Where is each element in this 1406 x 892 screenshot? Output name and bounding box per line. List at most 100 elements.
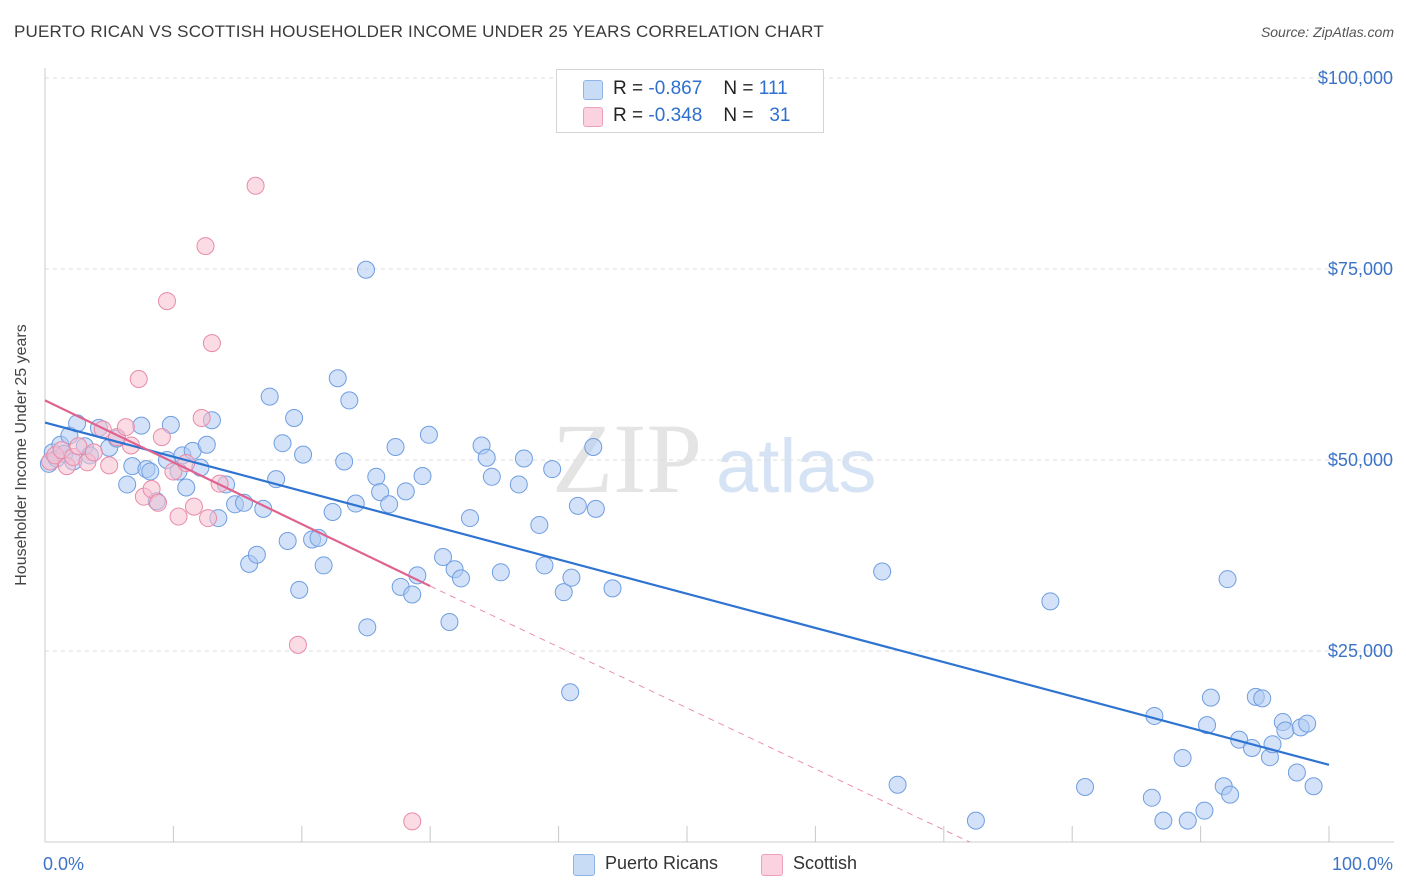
data-point-puerto-ricans [278, 531, 297, 550]
data-point-scottish [199, 509, 218, 528]
y-tick-label: $50,000 [1328, 450, 1393, 470]
data-point-puerto-ricans [535, 556, 554, 575]
data-point-puerto-ricans [371, 483, 390, 502]
data-point-puerto-ricans [118, 475, 137, 494]
legend-r-value: -0.867 [648, 78, 703, 99]
data-point-puerto-ricans [543, 460, 562, 479]
data-point-puerto-ricans [434, 548, 453, 567]
data-point-puerto-ricans [403, 585, 422, 604]
correlation-legend: R = -0.867 N = 111 R = -0.348 N = 31 [556, 69, 824, 133]
data-point-puerto-ricans [335, 452, 354, 471]
data-point-puerto-ricans [888, 775, 907, 794]
source-credit: Source: ZipAtlas.com [1260, 24, 1394, 40]
data-point-puerto-ricans [452, 569, 471, 588]
y-tick-label: $100,000 [1318, 68, 1393, 88]
legend-swatch-pink [583, 107, 603, 127]
data-point-puerto-ricans [1221, 785, 1240, 804]
data-point-puerto-ricans [260, 387, 279, 406]
data-point-scottish [152, 428, 171, 447]
trend-line-scottish-extension [429, 585, 970, 843]
watermark: ZIP atlas [552, 403, 877, 514]
legend-r-label: R = [613, 105, 644, 126]
data-point-puerto-ricans [491, 563, 510, 582]
data-point-puerto-ricans [197, 435, 216, 454]
data-point-puerto-ricans [1178, 811, 1197, 830]
data-point-scottish [246, 176, 265, 195]
data-point-puerto-ricans [408, 566, 427, 585]
watermark-zip: ZIP [552, 403, 702, 514]
trend-line-puerto-ricans [44, 421, 1330, 766]
bottom-legend-swatch-blue [573, 854, 595, 876]
chart-title: PUERTO RICAN VS SCOTTISH HOUSEHOLDER INC… [14, 22, 824, 41]
legend-r-label: R = [613, 78, 644, 99]
data-point-puerto-ricans [561, 683, 580, 702]
data-point-puerto-ricans [530, 515, 549, 534]
trend-lines [429, 585, 970, 843]
data-point-puerto-ricans [1173, 748, 1192, 767]
data-point-puerto-ricans [584, 438, 603, 457]
data-point-puerto-ricans [1218, 570, 1237, 589]
data-point-puerto-ricans [514, 449, 533, 468]
data-point-scottish [184, 497, 203, 516]
data-point-puerto-ricans [273, 434, 292, 453]
data-point-puerto-ricans [966, 811, 985, 830]
data-point-scottish [84, 443, 103, 462]
data-point-puerto-ricans [1195, 801, 1214, 820]
data-point-puerto-ricans [1076, 777, 1095, 796]
data-point-puerto-ricans [290, 580, 309, 599]
data-point-puerto-ricans [1298, 714, 1317, 733]
bottom-legend-label: Scottish [793, 853, 858, 873]
data-point-puerto-ricans [141, 462, 160, 481]
data-point-puerto-ricans [482, 467, 501, 486]
data-point-puerto-ricans [367, 467, 386, 486]
data-point-scottish [403, 812, 422, 831]
data-point-puerto-ricans [1253, 689, 1272, 708]
data-point-puerto-ricans [314, 556, 333, 575]
data-point-puerto-ricans [380, 495, 399, 514]
data-point-puerto-ricans [413, 467, 432, 486]
data-point-puerto-ricans [247, 545, 266, 564]
data-point-puerto-ricans [1304, 777, 1323, 796]
data-point-puerto-ricans [328, 369, 347, 388]
data-point-scottish [116, 418, 135, 437]
data-point-puerto-ricans [440, 612, 459, 631]
data-point-puerto-ricans [340, 391, 359, 410]
data-points [39, 176, 1323, 831]
y-tick-label: $25,000 [1328, 641, 1393, 661]
legend-swatch-blue [583, 80, 603, 100]
data-point-puerto-ricans [132, 416, 151, 435]
data-point-puerto-ricans [554, 583, 573, 602]
data-point-scottish [129, 370, 148, 389]
data-point-puerto-ricans [294, 445, 313, 464]
data-point-puerto-ricans [1287, 763, 1306, 782]
data-point-scottish [202, 334, 221, 353]
data-point-puerto-ricans [177, 478, 196, 497]
data-point-puerto-ricans [568, 496, 587, 515]
data-point-puerto-ricans [509, 475, 528, 494]
data-point-scottish [169, 507, 188, 526]
data-point-puerto-ricans [873, 562, 892, 581]
data-point-puerto-ricans [358, 618, 377, 637]
data-point-puerto-ricans [586, 499, 605, 518]
data-point-puerto-ricans [285, 408, 304, 427]
data-point-scottish [100, 456, 119, 475]
watermark-atlas: atlas [716, 424, 877, 509]
data-point-puerto-ricans [1276, 721, 1295, 740]
data-point-puerto-ricans [323, 502, 342, 521]
data-point-scottish [288, 635, 307, 654]
data-point-puerto-ricans [562, 568, 581, 587]
bottom-legend-label: Puerto Ricans [605, 853, 719, 873]
trend-line-scottish [44, 399, 431, 588]
data-point-scottish [69, 437, 88, 456]
legend-n-value: 31 [769, 105, 791, 126]
data-point-scottish [157, 292, 176, 311]
data-point-scottish [148, 493, 167, 512]
data-point-puerto-ricans [419, 425, 438, 444]
data-point-puerto-ricans [161, 415, 180, 434]
legend-r-value: -0.348 [648, 105, 703, 126]
legend-n-label: N = [723, 78, 754, 99]
x-tick-label: 0.0% [43, 854, 84, 874]
y-tick-labels: $25,000 $50,000 $75,000 $100,000 [1318, 68, 1393, 661]
data-point-puerto-ricans [603, 579, 622, 598]
